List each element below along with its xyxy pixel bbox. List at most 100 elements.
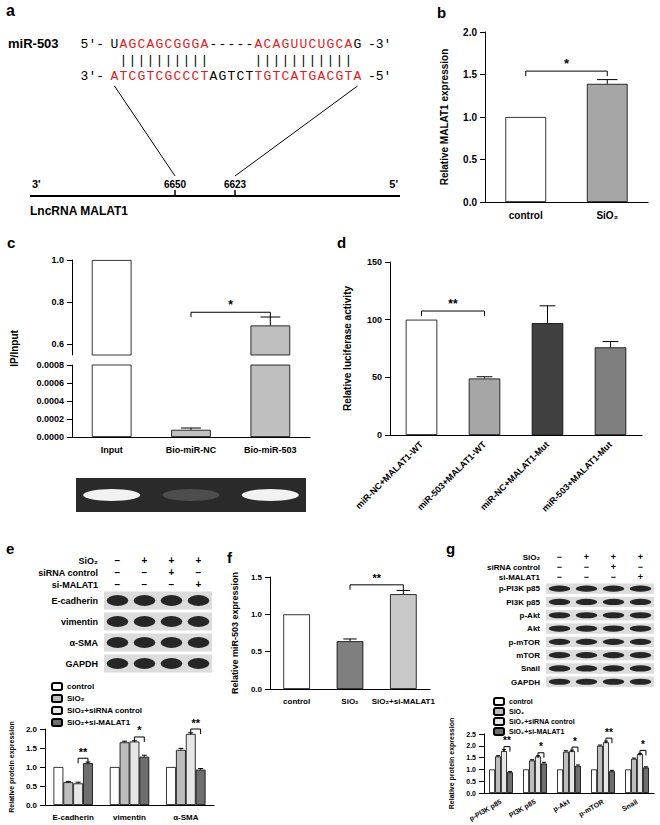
svg-text:1.0: 1.0 [51,255,64,265]
svg-text:SiO₂+siRNA control: SiO₂+siRNA control [509,718,575,725]
svg-text:C: C [129,69,137,84]
svg-text:|: | [264,53,272,68]
svg-text:G: G [354,37,362,52]
svg-text:C: C [192,69,200,84]
svg-text:-: - [219,37,227,52]
svg-text:−: − [142,579,148,590]
svg-text:|: | [192,53,200,68]
svg-text:|: | [174,53,182,68]
svg-text:0: 0 [377,430,382,440]
svg-text:A: A [201,37,209,52]
svg-text:0.0: 0.0 [26,801,38,810]
svg-text:f: f [227,549,233,566]
svg-text:−: − [611,572,616,582]
svg-text:0.0006: 0.0006 [36,378,64,388]
svg-text:d: d [337,234,346,251]
svg-text:A: A [273,37,281,52]
svg-text:PI3K p85: PI3K p85 [508,798,538,820]
svg-text:LncRNA MALAT1: LncRNA MALAT1 [30,204,128,218]
svg-text:control: control [67,682,94,691]
svg-text:A: A [255,37,263,52]
svg-text:G: G [282,37,290,52]
svg-text:Relative MALAT1 expression: Relative MALAT1 expression [439,49,450,186]
svg-text:|: | [336,53,344,68]
svg-text:G: G [183,37,191,52]
svg-text:|: | [291,53,299,68]
svg-text:*: * [228,298,233,312]
svg-text:A: A [345,37,353,52]
svg-text:C: C [336,37,344,52]
svg-text:E-cadherin: E-cadherin [51,596,98,606]
svg-text:GAPDH: GAPDH [65,659,98,669]
svg-text:-: - [237,37,245,52]
svg-text:0.5: 0.5 [463,154,477,165]
svg-text:*: * [564,56,570,71]
svg-text:C: C [327,69,335,84]
svg-text:C: C [264,37,272,52]
svg-text:A: A [291,69,299,84]
svg-text:5'-: 5'- [81,37,104,52]
svg-text:siRNA control: siRNA control [38,568,98,578]
svg-text:|: | [156,53,164,68]
svg-text:0.5: 0.5 [466,778,476,785]
svg-text:siRNA control: siRNA control [487,563,540,572]
svg-text:*: * [137,724,142,736]
svg-text:5': 5' [389,178,398,190]
svg-text:50: 50 [372,372,382,382]
svg-text:SiO₂+si-MALAT1: SiO₂+si-MALAT1 [372,697,436,706]
svg-text:T: T [273,69,281,84]
svg-text:−: − [557,562,562,572]
svg-text:0.0002: 0.0002 [36,414,64,424]
svg-text:G: G [165,69,173,84]
svg-text:PI3K p85: PI3K p85 [506,598,540,607]
svg-text:T: T [228,69,236,84]
svg-text:+: + [584,552,589,562]
svg-text:−: − [115,555,121,566]
svg-text:control: control [283,697,310,706]
svg-text:-: - [246,37,254,52]
svg-text:miR-503: miR-503 [8,36,59,51]
svg-text:miR-NC+MALAT1-WT: miR-NC+MALAT1-WT [354,439,426,511]
svg-text:|: | [147,53,155,68]
svg-text:p-PI3K p85: p-PI3K p85 [499,584,541,593]
svg-text:1.5: 1.5 [26,744,38,753]
svg-text:vimentin: vimentin [61,617,98,627]
svg-text:|: | [282,53,290,68]
svg-text:0.0: 0.0 [251,685,263,694]
svg-text:T: T [255,69,263,84]
svg-text:*: * [539,741,543,752]
svg-text:C: C [138,37,146,52]
svg-text:Akt: Akt [527,624,540,633]
svg-text:0.5: 0.5 [26,782,38,791]
svg-text:G: G [309,69,317,84]
svg-text:+: + [169,567,175,578]
svg-text:1.5: 1.5 [251,573,263,582]
svg-text:SiO₂: SiO₂ [523,553,541,562]
svg-text:2.0: 2.0 [466,742,476,749]
svg-text:|: | [345,53,353,68]
svg-text:1.0: 1.0 [251,610,263,619]
svg-text:|: | [309,53,317,68]
svg-text:−: − [196,567,202,578]
svg-text:G: G [156,37,164,52]
svg-text:|: | [255,53,263,68]
svg-text:−: − [557,572,562,582]
svg-text:−: − [557,552,562,562]
svg-text:-3': -3' [368,37,391,52]
svg-text:|: | [201,53,209,68]
svg-text:Bio-miR-NC: Bio-miR-NC [166,445,217,455]
svg-text:+: + [611,552,616,562]
svg-text:6650: 6650 [164,179,187,190]
svg-text:2.0: 2.0 [463,27,477,38]
svg-text:miR-NC+MALAT1-Mut: miR-NC+MALAT1-Mut [478,439,551,512]
svg-text:|: | [327,53,335,68]
svg-text:A: A [318,69,326,84]
svg-text:G: G [129,37,137,52]
svg-text:c: c [7,234,15,251]
svg-text:1.5: 1.5 [466,754,476,761]
svg-text:150: 150 [367,257,382,267]
svg-text:C: C [183,69,191,84]
svg-text:|: | [318,53,326,68]
svg-text:C: C [156,69,164,84]
svg-text:mTOR: mTOR [516,651,540,660]
